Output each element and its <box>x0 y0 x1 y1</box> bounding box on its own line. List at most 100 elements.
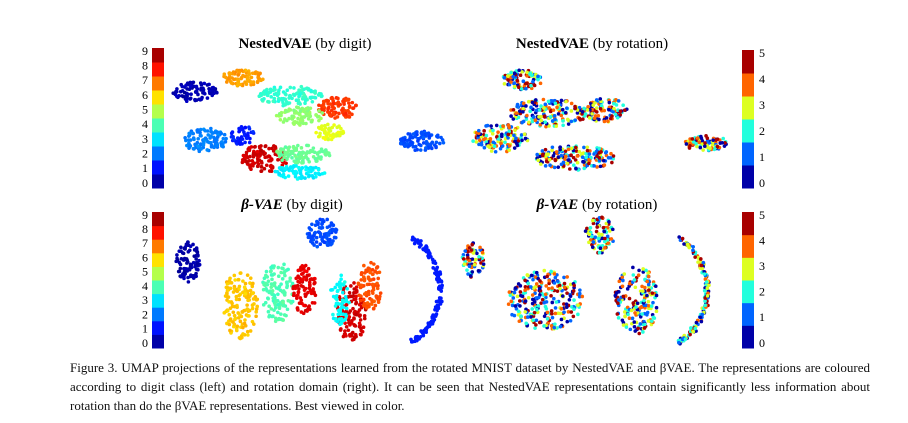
point <box>290 155 294 160</box>
point <box>339 277 343 281</box>
point <box>547 278 551 283</box>
point <box>402 140 406 145</box>
colorbar-step <box>742 50 754 74</box>
point <box>525 70 529 75</box>
point <box>576 303 580 307</box>
colorbar-step <box>152 174 164 189</box>
point <box>181 94 186 99</box>
point <box>433 267 438 272</box>
point <box>250 159 255 163</box>
point <box>319 116 323 121</box>
point <box>582 145 586 150</box>
point <box>616 301 620 306</box>
point <box>587 232 592 237</box>
point <box>315 244 320 249</box>
point <box>521 110 525 114</box>
point <box>239 314 244 319</box>
point <box>643 277 647 282</box>
point <box>571 289 576 293</box>
point <box>369 260 373 265</box>
point <box>633 311 637 315</box>
point <box>602 239 607 244</box>
point <box>561 119 565 123</box>
point <box>622 310 627 314</box>
point <box>574 166 578 171</box>
point <box>184 138 188 143</box>
point <box>354 294 358 299</box>
point <box>199 97 204 101</box>
point <box>292 93 297 98</box>
point <box>480 256 485 261</box>
point <box>351 306 355 311</box>
point <box>604 150 609 154</box>
point <box>582 160 586 164</box>
point <box>408 132 412 137</box>
point <box>441 140 446 145</box>
colorbar-step <box>152 252 164 267</box>
point <box>537 115 541 119</box>
point <box>523 299 528 303</box>
point <box>296 101 301 105</box>
point <box>318 126 322 131</box>
point <box>653 284 658 289</box>
point <box>294 148 299 152</box>
point <box>222 132 227 137</box>
point <box>625 287 630 291</box>
point <box>523 310 528 314</box>
point <box>251 129 255 134</box>
point <box>247 125 251 130</box>
point <box>272 92 277 96</box>
point <box>336 130 341 135</box>
point <box>337 280 342 284</box>
colorbar-step <box>152 280 164 295</box>
point <box>365 301 370 305</box>
point <box>238 271 243 275</box>
point <box>252 145 257 149</box>
colorbar-step <box>152 225 164 240</box>
point <box>566 310 571 314</box>
point <box>307 112 312 116</box>
figure-panels: NestedVAE (by digit) NestedVAE (by rotat… <box>142 36 765 350</box>
point <box>654 309 659 314</box>
colorbar-step <box>152 212 164 227</box>
point <box>199 83 204 87</box>
point <box>651 300 655 305</box>
point <box>597 150 602 155</box>
point <box>640 284 644 289</box>
point <box>484 133 489 138</box>
point <box>510 303 515 308</box>
point <box>243 140 247 145</box>
point <box>285 307 290 312</box>
point <box>303 292 308 296</box>
point <box>547 106 551 110</box>
point <box>262 92 266 96</box>
point <box>715 137 720 141</box>
point <box>548 115 553 119</box>
point <box>602 119 607 124</box>
point <box>182 90 187 95</box>
point <box>250 306 255 311</box>
point <box>182 85 187 89</box>
point <box>239 76 243 81</box>
point <box>559 317 564 322</box>
point <box>475 251 479 256</box>
point <box>277 166 282 170</box>
point <box>341 305 346 310</box>
point <box>292 86 296 90</box>
point <box>513 304 518 308</box>
point <box>228 328 232 333</box>
point <box>266 309 271 314</box>
point <box>559 162 564 167</box>
point <box>212 136 217 141</box>
point <box>683 337 688 341</box>
point <box>313 165 318 170</box>
point <box>341 334 346 339</box>
point <box>324 148 328 152</box>
point <box>436 303 440 308</box>
point <box>501 124 505 128</box>
point <box>304 278 309 282</box>
point <box>521 79 526 84</box>
point <box>237 70 242 74</box>
point <box>357 324 362 329</box>
point <box>539 162 543 166</box>
